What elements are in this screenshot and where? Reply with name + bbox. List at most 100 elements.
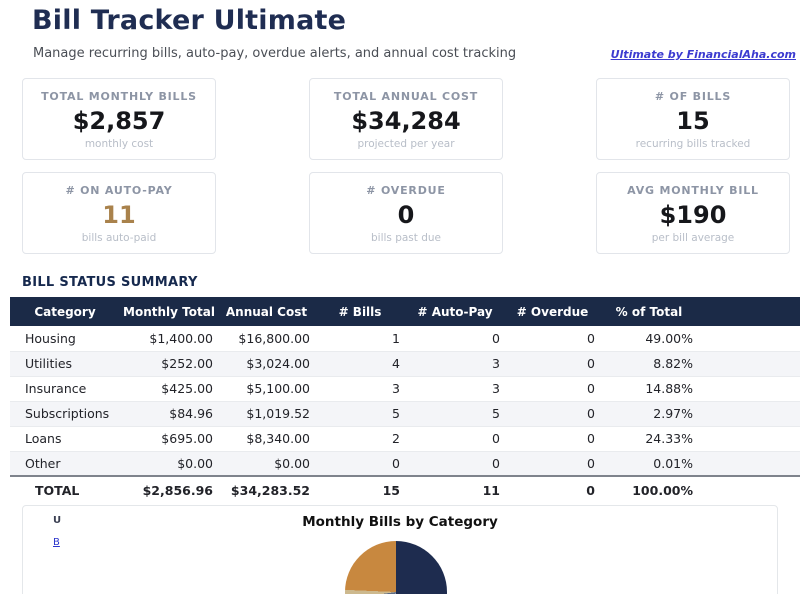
stat-value: $34,284 [351, 106, 461, 135]
stat-caption: bills past due [370, 232, 442, 244]
stat-caption: bills auto-paid [81, 232, 157, 244]
table-cell: Insurance [10, 376, 120, 402]
pie-chart [345, 541, 447, 594]
table-header-cell: Category [10, 297, 120, 326]
stat-card-total-annual: TOTAL ANNUAL COST $34,284 projected per … [309, 78, 503, 160]
table-cell: 24.33% [600, 426, 698, 452]
table-cell: $1,019.52 [218, 401, 315, 427]
table-cell: $16,800.00 [218, 326, 315, 352]
table-header-row: Category Monthly Total Annual Cost # Bills #… [10, 297, 800, 326]
stat-label: TOTAL MONTHLY BILLS [41, 90, 197, 103]
stat-caption: monthly cost [84, 138, 154, 150]
table-total-row: TOTAL $2,856.96 $34,283.52 15 11 0 100.00% [10, 475, 800, 503]
table-cell: 0 [505, 426, 600, 452]
table-cell: Housing [10, 326, 120, 352]
table-cell: 0 [505, 451, 600, 477]
table-cell-filler [698, 426, 800, 452]
stat-caption: projected per year [357, 138, 455, 150]
table-cell: $1,400.00 [120, 326, 218, 352]
table-row: Utilities $252.00 $3,024.00 4 3 0 8.82% [10, 351, 800, 377]
bill-summary-table: Category Monthly Total Annual Cost # Bills #… [10, 297, 800, 503]
stat-caption: per bill average [651, 232, 735, 244]
table-cell: $5,100.00 [218, 376, 315, 402]
table-cell: 5 [405, 401, 505, 427]
text-fragment-top: U [53, 515, 62, 526]
table-cell: 0 [315, 451, 405, 477]
chart-title: Monthly Bills by Category [302, 514, 498, 530]
table-cell: 0 [505, 475, 600, 503]
table-cell: $252.00 [120, 351, 218, 377]
table-header-cell: % of Total [600, 297, 698, 326]
table-cell: $34,283.52 [218, 475, 315, 503]
stat-value: $2,857 [72, 106, 166, 135]
section-title: BILL STATUS SUMMARY [22, 275, 198, 290]
stat-card-autopay: # ON AUTO-PAY 11 bills auto-paid [22, 172, 216, 254]
stat-value: 15 [676, 106, 710, 135]
table-cell: 4 [315, 351, 405, 377]
table-cell: 3 [405, 351, 505, 377]
bill-table-body: Housing $1,400.00 $16,800.00 1 0 0 49.00% Utili… [10, 326, 800, 503]
stat-label: AVG MONTHLY BILL [627, 184, 759, 197]
table-cell: 0 [405, 326, 505, 352]
table-header-cell: # Auto-Pay [405, 297, 505, 326]
table-cell: $2,856.96 [120, 475, 218, 503]
page-title: Bill Tracker Ultimate [32, 5, 347, 36]
stat-value: $190 [659, 200, 727, 229]
table-cell: Utilities [10, 351, 120, 377]
stats-grid: TOTAL MONTHLY BILLS $2,857 monthly cost … [22, 78, 791, 254]
table-row: Housing $1,400.00 $16,800.00 1 0 0 49.00% [10, 326, 800, 352]
credit-link[interactable]: Ultimate by FinancialAha.com [610, 48, 796, 61]
table-header-cell: Monthly Total [120, 297, 218, 326]
table-cell: 2.97% [600, 401, 698, 427]
stat-value: 0 [397, 200, 415, 229]
stat-label: # ON AUTO-PAY [65, 184, 173, 197]
text-fragment-bottom[interactable]: B [53, 537, 60, 548]
table-cell: 0 [505, 401, 600, 427]
table-cell-filler [698, 451, 800, 477]
table-cell-filler [698, 401, 800, 427]
table-cell: $695.00 [120, 426, 218, 452]
table-cell-filler [698, 475, 800, 503]
table-cell: 8.82% [600, 351, 698, 377]
table-cell: 14.88% [600, 376, 698, 402]
table-cell: 11 [405, 475, 505, 503]
table-cell: 0.01% [600, 451, 698, 477]
table-cell: 0 [405, 426, 505, 452]
stat-label: TOTAL ANNUAL COST [333, 90, 479, 103]
table-cell: Subscriptions [10, 401, 120, 427]
table-cell: 3 [315, 376, 405, 402]
table-header-cell: Annual Cost [218, 297, 315, 326]
table-row: Loans $695.00 $8,340.00 2 0 0 24.33% [10, 426, 800, 452]
table-cell: 3 [405, 376, 505, 402]
table-cell: $425.00 [120, 376, 218, 402]
table-cell-filler [698, 351, 800, 377]
table-cell: 1 [315, 326, 405, 352]
stat-card-total-monthly: TOTAL MONTHLY BILLS $2,857 monthly cost [22, 78, 216, 160]
table-cell: $0.00 [120, 451, 218, 477]
table-row: Subscriptions $84.96 $1,019.52 5 5 0 2.97% [10, 401, 800, 427]
table-cell: Other [10, 451, 120, 477]
table-cell: Loans [10, 426, 120, 452]
table-cell: 15 [315, 475, 405, 503]
table-header-cell: # Overdue [505, 297, 600, 326]
table-cell: 100.00% [600, 475, 698, 503]
table-cell: 0 [505, 376, 600, 402]
table-cell: 49.00% [600, 326, 698, 352]
table-cell: 0 [405, 451, 505, 477]
table-row: Other $0.00 $0.00 0 0 0 0.01% [10, 451, 800, 477]
table-cell: $84.96 [120, 401, 218, 427]
table-cell: $3,024.00 [218, 351, 315, 377]
stat-card-overdue: # OVERDUE 0 bills past due [309, 172, 503, 254]
table-row: Insurance $425.00 $5,100.00 3 3 0 14.88% [10, 376, 800, 402]
table-cell: $0.00 [218, 451, 315, 477]
stat-card-num-bills: # OF BILLS 15 recurring bills tracked [596, 78, 790, 160]
page-subtitle: Manage recurring bills, auto-pay, overdu… [33, 46, 517, 61]
table-header-filler [698, 297, 800, 326]
stat-value: 11 [102, 200, 136, 229]
stat-caption: recurring bills tracked [635, 138, 751, 150]
stat-card-avg-bill: AVG MONTHLY BILL $190 per bill average [596, 172, 790, 254]
chart-card: Monthly Bills by Category [22, 505, 778, 594]
stat-label: # OVERDUE [366, 184, 446, 197]
stat-label: # OF BILLS [654, 90, 732, 103]
